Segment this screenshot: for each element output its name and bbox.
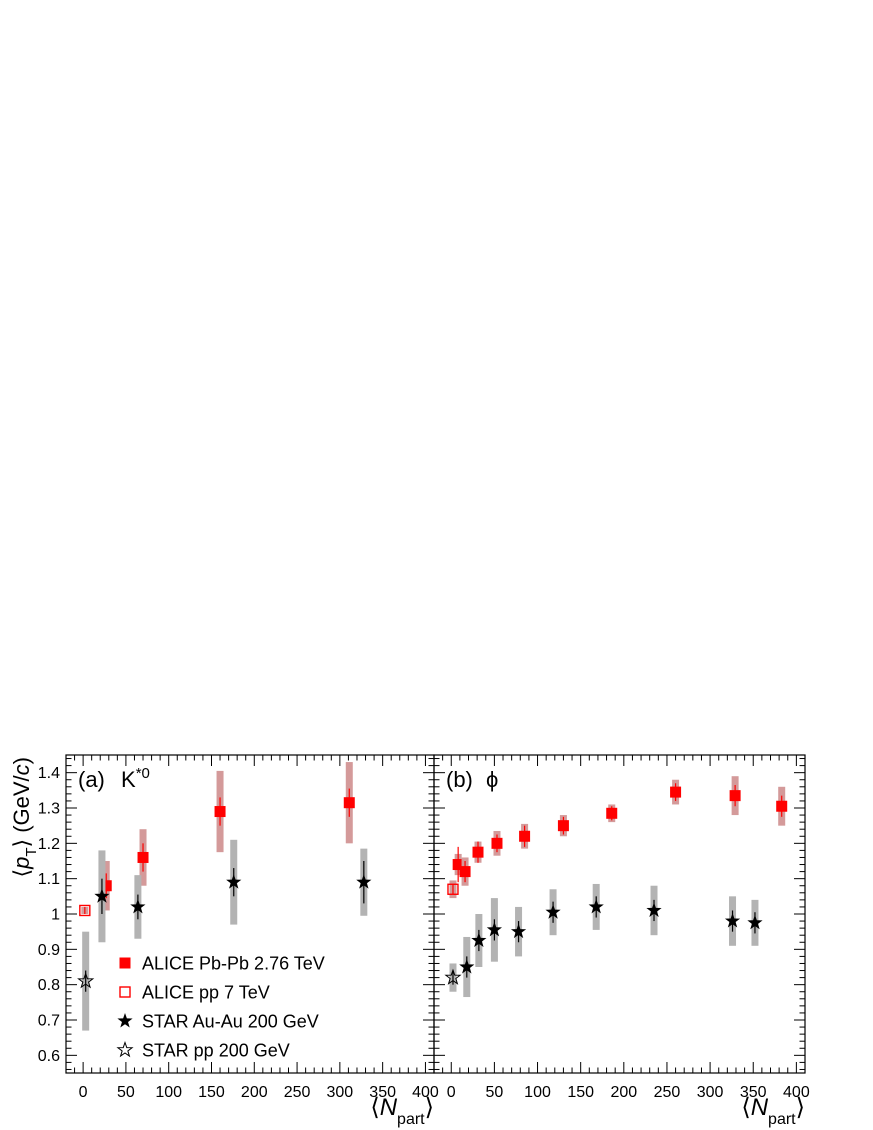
legend: ALICE Pb-Pb 2.76 TeV ALICE pp 7 TeV STAR A… [116,954,325,1061]
series-alice-pb-pb-2-76-tev [452,776,788,886]
data-point [452,859,464,871]
y-tick-label: 0.8 [38,977,60,994]
data-point [729,790,741,802]
x-axis-ticks: 0 50 100 150 200 250 300 350 400 [65,755,439,1101]
x-tick-label: 400 [412,1084,439,1101]
legend-entry: ALICE Pb-Pb 2.76 TeV [119,954,325,974]
data-point [557,820,569,832]
data-point [776,800,788,812]
data-point [356,874,372,889]
series-star-pp-200-gev [77,931,95,1031]
data-point [343,797,355,809]
data-point [459,959,475,974]
data-point [130,898,146,914]
data-point [226,874,242,889]
data-point [670,786,682,798]
x-tick-label: 100 [524,1084,551,1101]
shared-axis-labels: ⟨pT⟩ (GeV/c) [9,757,40,878]
data-point [545,904,561,919]
x-tick-label: 350 [740,1084,767,1101]
plot-frame [433,754,806,1074]
y-tick-label: 1 [51,907,60,924]
y-tick-label: 0.6 [38,1048,60,1065]
data-point [459,866,471,878]
data-point [747,914,763,930]
y-axis-title: ⟨pT⟩ (GeV/c) [9,757,40,878]
legend-entry: STAR Au-Au 200 GeV [117,1012,319,1032]
x-axis-ticks: 0 50 100 150 200 250 300 350 400 [433,755,810,1101]
panel-a-kstar: 0 50 100 150 200 250 300 350 400 0.6 0.7 0.8 0.9 1 1.1… [38,754,439,1128]
data-point [510,923,527,939]
data-point [472,846,484,858]
y-axis-ticks [434,758,805,1070]
legend-entry: STAR pp 200 GeV [116,1040,290,1061]
particle-label: K*0 [121,765,150,792]
y-tick-label: 1.1 [38,871,60,888]
y-tick-label: 1.4 [38,765,60,782]
x-axis-title: ⟨Npart⟩ [741,1094,805,1128]
y-tick-label: 0.9 [38,942,60,959]
legend-marker [119,986,131,998]
y-tick-label: 1.2 [38,836,60,853]
x-tick-label: 150 [198,1084,225,1101]
y-tick-label: 1.3 [38,801,60,818]
legend-marker [117,1013,133,1028]
x-tick-label: 50 [117,1084,135,1101]
panel-label: (b) [446,767,473,792]
legend-label: STAR pp 200 GeV [142,1041,290,1061]
x-tick-label: 0 [79,1084,88,1101]
particle-label: ϕ [486,767,498,792]
data-point [519,830,531,842]
data-point [486,921,502,937]
data-point [588,898,604,914]
data-point [724,913,741,928]
x-tick-label: 100 [155,1084,182,1101]
series-star-au-au-200-gev [94,839,372,943]
data-point [94,888,110,903]
legend-entry: ALICE pp 7 TeV [119,983,270,1003]
series-alice-pp-7-tev [447,880,459,899]
series-alice-pp-7-tev [79,904,91,917]
x-tick-label: 300 [697,1084,724,1101]
x-tick-label: 50 [485,1084,503,1101]
x-tick-label: 400 [783,1084,810,1101]
y-axis-ticks: 0.6 0.7 0.8 0.9 1 1.1 1.2 1.3 1.4 [38,758,434,1070]
series-star-pp-200-gev [444,963,462,992]
legend-marker [119,957,131,969]
legend-label: STAR Au-Au 200 GeV [142,1012,319,1032]
y-tick-label: 0.7 [38,1013,60,1030]
x-tick-label: 200 [610,1084,637,1101]
x-tick-label: 300 [327,1084,354,1101]
data-point [79,904,91,917]
data-point [100,880,112,892]
data-point [77,972,95,989]
x-tick-label: 250 [654,1084,681,1101]
panel-label: (a) [78,767,105,792]
series-star-au-au-200-gev [459,883,763,998]
x-tick-label: 350 [369,1084,396,1101]
data-point [447,883,459,895]
x-tick-label: 250 [284,1084,311,1101]
data-point [491,837,503,849]
x-tick-label: 0 [447,1084,456,1101]
data-point [606,807,618,819]
data-point [137,851,149,863]
x-tick-label: 150 [567,1084,594,1101]
data-point [444,968,462,985]
panel-b-phi: 0 50 100 150 200 250 300 350 400 (b) ϕ ⟨Npart⟩ [433,754,810,1128]
data-point [214,806,226,818]
x-axis-title: ⟨Npart⟩ [370,1094,434,1128]
legend-label: ALICE Pb-Pb 2.76 TeV [142,954,325,974]
series-alice-pb-pb-2-76-tev [100,762,355,911]
legend-marker [116,1040,134,1058]
x-tick-label: 200 [241,1084,268,1101]
legend-label: ALICE pp 7 TeV [142,983,270,1003]
data-point [646,902,662,917]
data-point [471,932,487,947]
